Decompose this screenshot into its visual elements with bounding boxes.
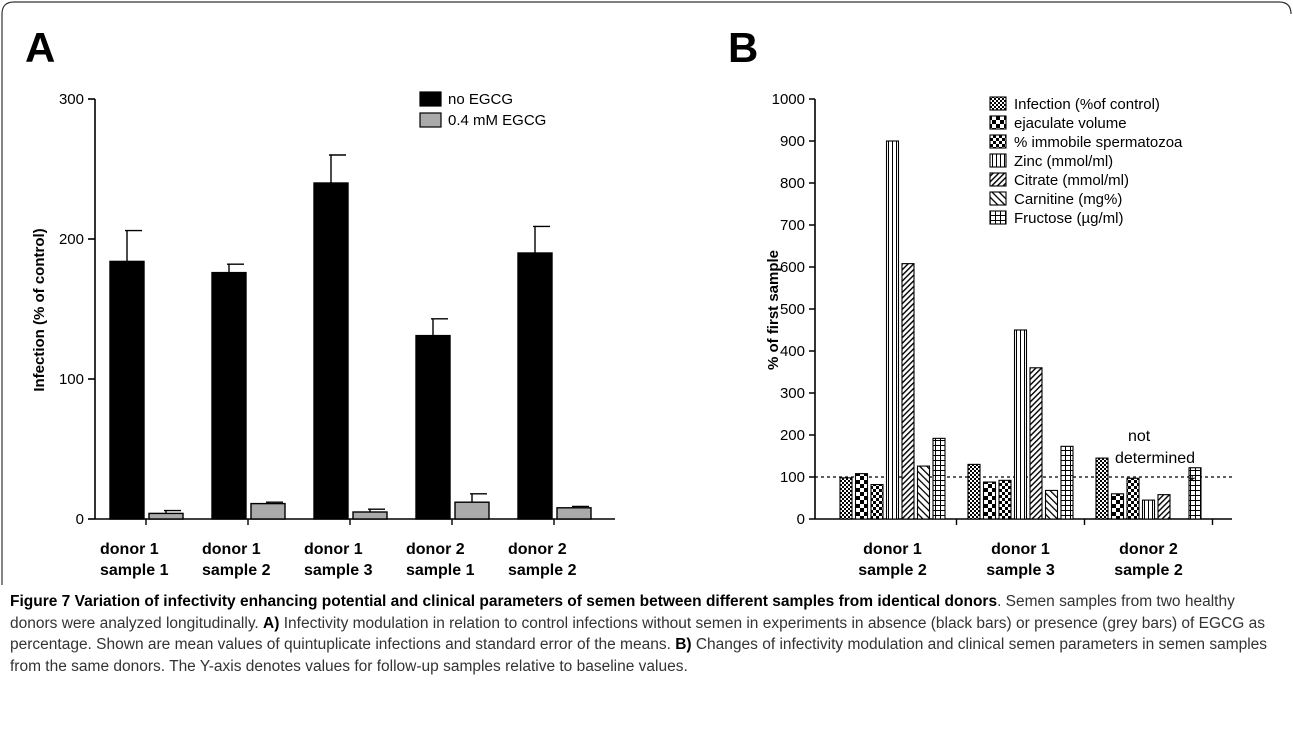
figure-caption: Figure 7 Variation of infectivity enhanc… xyxy=(10,591,1275,677)
a-x-tick-label-line2: sample 1 xyxy=(100,562,169,579)
a-y-tick-label: 100 xyxy=(59,371,84,388)
b-bar-diag-dense xyxy=(901,263,915,520)
a-x-tick-label-line1: donor 1 xyxy=(202,541,261,558)
b-bar-vertical xyxy=(885,140,900,520)
b-x-tick-label-line2: sample 3 xyxy=(986,562,1055,579)
figure-graphics: A 0 100 200 300 Infection (% of control) donor… xyxy=(1,1,1292,585)
b-bar-diag-dense xyxy=(1029,367,1043,520)
b-legend-swatch xyxy=(989,115,1007,130)
b-bar-checker-small xyxy=(998,479,1012,520)
b-bar-checker-small xyxy=(1126,477,1140,520)
b-y-tick-label: 800 xyxy=(780,175,805,192)
b-y-tick-label: 1000 xyxy=(772,91,805,108)
b-legend-swatch xyxy=(989,191,1007,206)
b-y-tick-label: 200 xyxy=(780,427,805,444)
b-x-tick-label-line1: donor 1 xyxy=(991,541,1050,558)
b-y-tick-label: 900 xyxy=(780,133,805,150)
a-x-tick-label-line1: donor 2 xyxy=(508,541,567,558)
b-bar-fine-check xyxy=(967,463,981,520)
b-legend-swatch xyxy=(989,134,1007,149)
a-legend-swatch xyxy=(419,112,442,128)
caption-text-2: Infectivity modulation in relation to co… xyxy=(10,614,1265,654)
b-y-tick-label: 300 xyxy=(780,385,805,402)
b-legend-label: Infection (%of control) xyxy=(1014,96,1160,113)
b-annotation-marker: * xyxy=(1189,474,1195,491)
b-legend-label: ejaculate volume xyxy=(1014,115,1127,132)
a-x-tick-label-line2: sample 3 xyxy=(304,562,373,579)
b-bar-vertical xyxy=(1013,329,1028,520)
a-x-tick-label-line1: donor 1 xyxy=(304,541,363,558)
a-x-tick-label-line1: donor 1 xyxy=(100,541,159,558)
a-bar-egcg xyxy=(148,512,184,520)
b-legend-swatch xyxy=(989,210,1007,225)
caption-text-3: Changes of infectivity modulation and cl… xyxy=(10,636,1268,675)
b-legend-label: Fructose (µg/ml) xyxy=(1014,210,1124,227)
panel-b-letter: B xyxy=(728,24,758,71)
a-bar-no-egcg xyxy=(415,334,451,520)
b-bar-checker xyxy=(982,481,997,520)
b-annotation-line1: not xyxy=(1128,428,1151,445)
b-legend-label: % immobile spermatozoa xyxy=(1014,134,1183,151)
a-bar-egcg xyxy=(250,502,286,520)
a-bar-egcg xyxy=(454,501,490,520)
b-y-tick-label: 400 xyxy=(780,343,805,360)
a-y-axis-label: Infection (% of control) xyxy=(31,228,48,391)
a-y-tick-label: 200 xyxy=(59,231,84,248)
b-annotation-line2: determined xyxy=(1115,450,1195,467)
b-x-tick-label-line1: donor 2 xyxy=(1119,541,1178,558)
a-bar-no-egcg xyxy=(517,252,553,520)
a-bar-no-egcg xyxy=(109,260,145,520)
a-legend-label: no EGCG xyxy=(448,91,513,108)
b-bar-vertical xyxy=(1141,499,1156,520)
b-bar-checker-small xyxy=(870,484,884,520)
b-legend-label: Zinc (mmol/ml) xyxy=(1014,153,1113,170)
a-legend-label: 0.4 mM EGCG xyxy=(448,112,546,129)
b-bar-grid xyxy=(932,437,946,520)
panel-b: B 0 100 200 300 400 500 600 700 800 900 1000 % of fi… xyxy=(728,24,1232,579)
b-x-tick-label-line2: sample 2 xyxy=(858,562,927,579)
b-y-tick-label: 700 xyxy=(780,217,805,234)
a-x-tick-label-line2: sample 2 xyxy=(202,562,271,579)
a-y-tick-label: 300 xyxy=(59,91,84,108)
b-bar-checker xyxy=(1110,493,1125,520)
a-bar-egcg xyxy=(556,507,592,520)
panel-a: A 0 100 200 300 Infection (% of control) donor… xyxy=(25,24,615,579)
b-legend-swatch xyxy=(989,172,1007,187)
b-x-tick-label-line1: donor 1 xyxy=(863,541,922,558)
b-y-tick-label: 0 xyxy=(797,511,805,528)
b-legend-swatch xyxy=(989,96,1007,111)
figure-border xyxy=(1,1,1292,585)
b-x-tick-label-line2: sample 2 xyxy=(1114,562,1183,579)
caption-text-1: . Semen samples from two healthy donors … xyxy=(10,593,1235,632)
b-legend-label: Citrate (mmol/ml) xyxy=(1014,172,1129,189)
caption-title: Figure 7 Variation of infectivity enhanc… xyxy=(10,593,998,610)
a-x-tick-label-line2: sample 2 xyxy=(508,562,577,579)
a-x-tick-label-line2: sample 1 xyxy=(406,562,475,579)
b-bar-diag-dense xyxy=(1157,494,1171,520)
b-bar-fine-check xyxy=(1095,457,1109,520)
b-bar-diag-back xyxy=(916,465,931,520)
b-y-tick-label: 500 xyxy=(780,301,805,318)
a-bar-no-egcg xyxy=(313,182,349,520)
b-y-axis-label: % of first sample xyxy=(765,250,782,370)
b-bar-grid xyxy=(1188,467,1202,520)
b-legend-swatch xyxy=(989,153,1007,168)
b-bar-checker xyxy=(854,473,869,520)
b-y-tick-label: 100 xyxy=(780,469,805,486)
b-bar-grid xyxy=(1060,445,1074,520)
a-y-tick-label: 0 xyxy=(76,511,84,528)
a-bar-no-egcg xyxy=(211,271,247,520)
b-legend-label: Carnitine (mg%) xyxy=(1014,191,1122,208)
b-bar-fine-check xyxy=(839,477,853,520)
a-bar-egcg xyxy=(352,511,388,520)
a-x-tick-label-line1: donor 2 xyxy=(406,541,465,558)
caption-label-b: B) xyxy=(675,636,692,653)
b-bar-diag-back xyxy=(1044,489,1059,520)
a-legend-swatch xyxy=(419,91,442,107)
panel-a-letter: A xyxy=(25,24,55,71)
caption-label-a: A) xyxy=(263,614,280,632)
b-y-tick-label: 600 xyxy=(780,259,805,276)
